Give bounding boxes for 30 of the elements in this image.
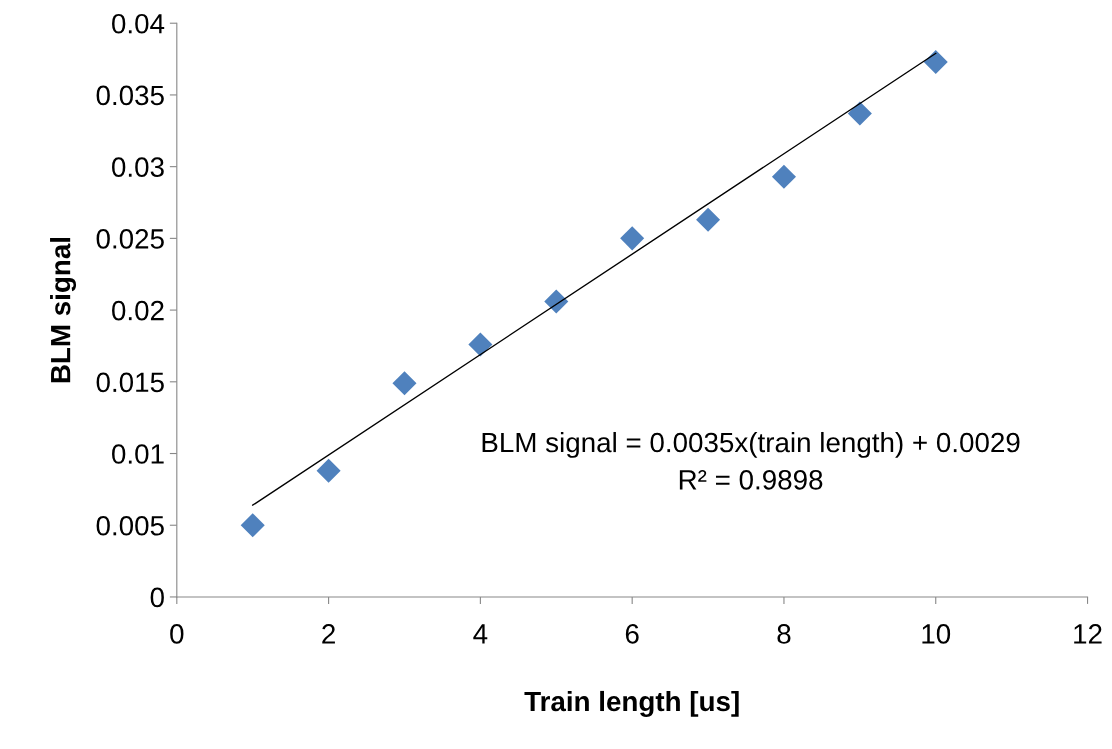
point <box>847 101 872 126</box>
y-tick-label: 0.04 <box>112 13 165 34</box>
point <box>544 289 569 314</box>
point <box>468 332 493 357</box>
y-tick-label: 0.025 <box>96 229 164 249</box>
x-tick-label: 12 <box>1074 624 1102 644</box>
y-tick-label: 0.015 <box>96 372 164 393</box>
x-tick-label: 4 <box>473 624 488 644</box>
y-tick-label: 0.01 <box>112 444 164 464</box>
x-tick-label: 6 <box>625 624 639 644</box>
y-tick-label: 0.005 <box>96 515 164 536</box>
point <box>392 371 417 396</box>
y-tick-label: 0.03 <box>112 157 164 177</box>
point <box>620 226 645 251</box>
y-tick-label: 0.02 <box>112 300 164 321</box>
point <box>771 164 796 189</box>
x-tick-label: 10 <box>922 624 951 644</box>
point <box>316 458 341 483</box>
y-tick-label: 0.035 <box>96 85 164 106</box>
x-tick-label: 2 <box>322 624 335 644</box>
x-tick-label: 0 <box>170 624 184 644</box>
y-tick-label: 0 <box>150 587 164 608</box>
point <box>696 207 721 232</box>
annotation: R² = 0.9898 <box>679 469 823 490</box>
annotation: BLM signal = 0.0035x(train length) + 0.0029 <box>482 431 1020 458</box>
point <box>923 49 948 74</box>
y-axis-title: BLM signal <box>50 237 77 383</box>
x-axis-title: Train length [us] <box>524 690 739 717</box>
x-tick-label: 8 <box>777 624 791 644</box>
point <box>240 513 265 538</box>
